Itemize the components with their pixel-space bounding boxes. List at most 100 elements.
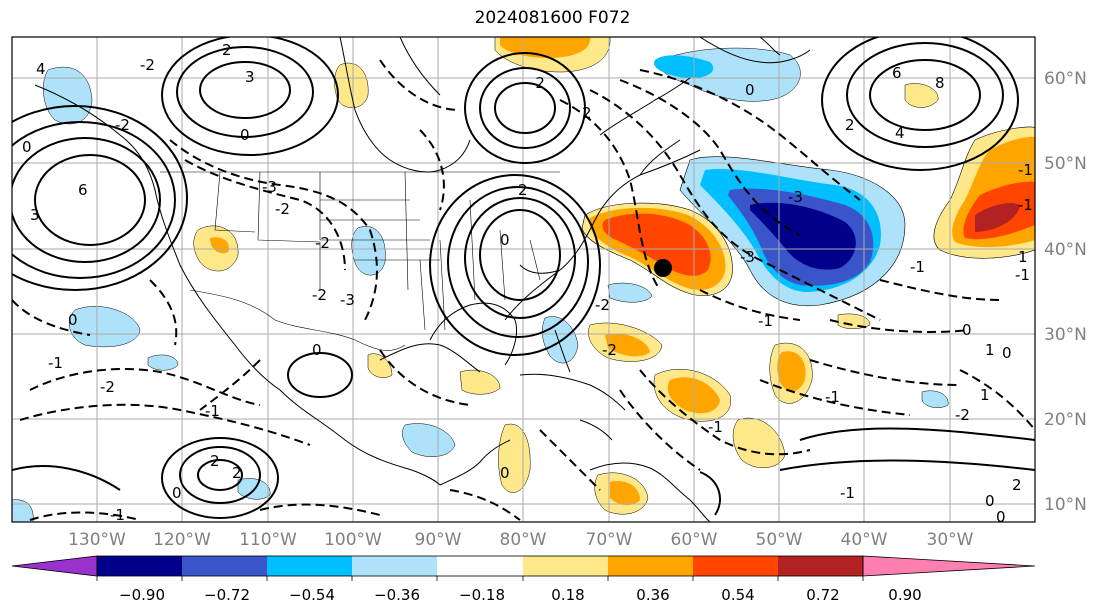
contour-label: -1	[758, 312, 773, 330]
dashed-contours	[12, 59, 1035, 521]
contour-label: -1	[840, 484, 855, 502]
colorbar-tick-label: −0.18	[459, 586, 505, 604]
lat-label: 50°N	[1044, 154, 1087, 174]
patch-yellow-10	[367, 353, 393, 378]
contour-label: -3	[740, 248, 755, 266]
contour-label: 0	[172, 484, 182, 502]
colorbar-segment	[267, 556, 352, 576]
contour-label: 0	[985, 492, 995, 510]
lat-label: 40°N	[1044, 240, 1087, 260]
contour-label: -3	[788, 188, 803, 206]
contour-label: 2	[518, 181, 528, 199]
contour-label: -2	[530, 74, 545, 92]
contour-label: 1	[1018, 248, 1028, 266]
contour-label: 0	[22, 138, 32, 156]
lat-label: 30°N	[1044, 325, 1087, 345]
contour-label: -1	[1018, 161, 1033, 179]
colorbar-segment	[778, 556, 863, 576]
lon-label: 30°W	[927, 530, 974, 550]
lon-label: 130°W	[68, 530, 126, 550]
lon-label: 100°W	[324, 530, 382, 550]
latitude-labels: 60°N 50°N 40°N 30°N 20°N 10°N	[1044, 69, 1087, 515]
colorbar-segment	[523, 556, 608, 576]
contour-label: -1	[708, 418, 723, 436]
patch-yellow-6	[732, 418, 786, 468]
colorbar-tick-label: 0.36	[636, 586, 669, 604]
lat-label: 20°N	[1044, 410, 1087, 430]
contour-label: -2	[115, 116, 130, 134]
political-boundaries	[160, 171, 560, 351]
colorbar-extend-low	[11, 555, 98, 577]
storm-position-dot	[654, 259, 672, 277]
contour-label: 4	[895, 124, 905, 142]
lon-label: 40°W	[841, 530, 888, 550]
colorbar-tick-label: 0.72	[806, 586, 839, 604]
contour-label: -1	[205, 402, 220, 420]
colorbar: −0.90 −0.72 −0.54 −0.36 −0.18 0.18 0.36 …	[11, 555, 1036, 604]
contour-label: 0	[500, 464, 510, 482]
contour-label: 0	[745, 81, 755, 99]
colorbar-tick-label: 0.18	[551, 586, 584, 604]
patch-blue-4	[147, 354, 179, 371]
map-frame	[11, 36, 1036, 523]
colorbar-frame	[96, 555, 864, 577]
contour-label: -2	[275, 200, 290, 218]
lon-label: 80°W	[500, 530, 547, 550]
patch-blue-3	[69, 306, 141, 348]
lon-label: 120°W	[153, 530, 211, 550]
colorbar-segment	[182, 556, 267, 576]
contour-label: 2	[1012, 476, 1022, 494]
lat-label: 10°N	[1044, 495, 1087, 515]
contour-label: -1	[825, 388, 840, 406]
colorbar-tick-label: −0.54	[289, 586, 335, 604]
colorbar-tick-label: −0.36	[374, 586, 420, 604]
contour-label: 3	[245, 68, 255, 86]
contour-label: -2	[315, 234, 330, 252]
contour-label: -2	[100, 378, 115, 396]
colorbar-segment	[97, 556, 182, 576]
contour-label: -2	[140, 56, 155, 74]
contour-label: 2	[232, 464, 242, 482]
patch-blue-1	[43, 66, 93, 125]
contour-label: -3	[262, 178, 277, 196]
contour-label: 2	[582, 104, 592, 122]
contour-label: 0	[962, 321, 972, 339]
contour-label: -2	[595, 296, 610, 314]
colorbar-segment	[608, 556, 693, 576]
colorbar-segment	[352, 556, 437, 576]
colorbar-segment	[437, 556, 523, 576]
contour-label: -1	[48, 354, 63, 372]
lon-label: 70°W	[586, 530, 633, 550]
colorbar-tick-label: −0.90	[119, 586, 165, 604]
coastlines	[34, 37, 811, 522]
colorbar-tick-label: −0.72	[204, 586, 250, 604]
contour-label: -1	[1015, 266, 1030, 284]
patch-blue-9	[12, 499, 34, 522]
lon-label: 50°W	[756, 530, 803, 550]
patch-blue-7	[402, 423, 456, 457]
lon-label: 90°W	[415, 530, 462, 550]
contour-label: 1	[980, 386, 990, 404]
lon-label: 60°W	[671, 530, 718, 550]
contour-label: 2	[210, 452, 220, 470]
solid-contours	[12, 37, 1035, 519]
patch-orange-3	[605, 333, 650, 357]
contour-label: 0	[68, 311, 78, 329]
contour-label: 2	[222, 41, 232, 59]
contour-label: 6	[78, 181, 88, 199]
contour-label-group: 4 -2 3 2 0 6 -2 3 0 -3 -2 2 -2 0 -2 -1 -…	[22, 41, 1033, 526]
contour-label: 2	[845, 116, 855, 134]
contour-label: 0	[500, 231, 510, 249]
patch-orange-9	[610, 480, 640, 506]
greenland-negative-mid	[654, 55, 714, 79]
contour-label: -2	[312, 286, 327, 304]
contour-label: 8	[935, 74, 945, 92]
contour-label: 0	[240, 126, 250, 144]
contour-label: 0	[312, 341, 322, 359]
contour-label: -1	[1018, 196, 1033, 214]
colorbar-tick-label: 0.54	[721, 586, 754, 604]
patch-blue-6	[607, 282, 653, 303]
contour-label: 4	[36, 60, 46, 78]
contour-label: 3	[30, 206, 40, 224]
